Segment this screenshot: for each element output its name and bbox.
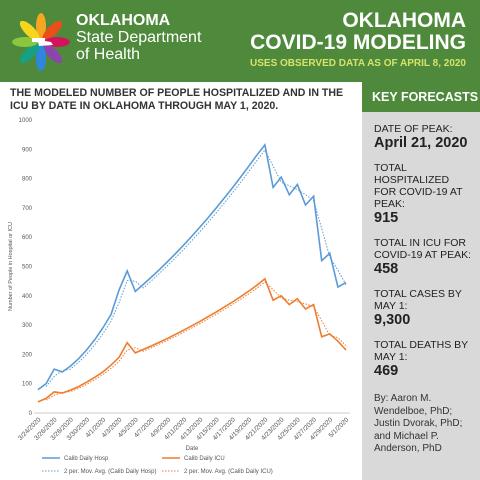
forecast-value: 469: [374, 363, 399, 379]
legend-label: Calib Daily ICU: [184, 456, 225, 462]
y-tick-label: 1000: [19, 118, 33, 124]
forecast-value: 458: [374, 261, 399, 277]
forecast-value: 9,300: [374, 312, 411, 328]
chart: 0 100 200 300 400 500 600 700 800 900 1000 Number o…: [8, 118, 351, 475]
forecast-label: TOTAL DEATHS BY MAY 1:: [374, 339, 468, 363]
title-line: OKLAHOMA: [342, 9, 466, 32]
forecast: TOTAL HOSPITALIZED FOR COVID-19 AT PEAK:…: [362, 162, 480, 226]
y-axis-label: Number of People in Hospital or ICU: [8, 222, 14, 311]
y-tick-label: 200: [22, 352, 33, 358]
series-line: [45, 149, 347, 387]
forecast-value: April 21, 2020: [374, 135, 468, 151]
legend-label: 2 per. Mov. Avg. (Calib Daily ICU): [184, 469, 273, 475]
y-tick-label: 700: [22, 206, 33, 212]
title-line: COVID-19 MODELING: [250, 31, 466, 54]
forecast-label: TOTAL CASES BY MAY 1:: [374, 288, 462, 312]
authors: By: Aaron M. Wendelboe, PhD; Justin Dvor…: [374, 393, 463, 454]
forecast-label: TOTAL IN ICU FOR COVID-19 AT PEAK:: [374, 237, 472, 261]
forecast-label: DATE OF PEAK:: [374, 123, 453, 135]
y-tick-label: 100: [22, 382, 33, 388]
forecast: DATE OF PEAK: April 21, 2020: [362, 123, 480, 151]
series-line: [37, 277, 347, 403]
logo: [12, 13, 70, 71]
y-tick-label: 900: [22, 147, 33, 153]
forecast-panel: KEY FORECASTS DATE OF PEAK: April 21, 202…: [362, 82, 480, 480]
panel-title: KEY FORECASTS: [362, 82, 480, 112]
legend-label: Calib Daily Hosp: [64, 456, 109, 462]
org-line: of Health: [76, 46, 141, 63]
header: OKLAHOMA State Department of Health OKLA…: [0, 0, 480, 82]
forecast-label: TOTAL HOSPITALIZED FOR COVID-19 AT PEAK:: [374, 162, 463, 210]
x-axis-label: Date: [186, 446, 199, 452]
org-line: State Department: [76, 29, 202, 46]
forecast: TOTAL IN ICU FOR COVID-19 AT PEAK: 458: [362, 237, 480, 277]
y-tick-label: 800: [22, 177, 33, 183]
y-tick-label: 500: [22, 265, 33, 271]
org-line: OKLAHOMA: [76, 12, 171, 29]
title: OKLAHOMA COVID-19 MODELING: [250, 10, 466, 54]
y-tick-label: 400: [22, 294, 33, 300]
forecast-value: 915: [374, 210, 399, 226]
y-tick-label: 0: [29, 411, 33, 417]
y-tick-label: 600: [22, 235, 33, 241]
series-line: [37, 143, 347, 391]
forecast: TOTAL DEATHS BY MAY 1: 469: [362, 339, 480, 379]
legend-label: 2 per. Mov. Avg. (Calib Daily Hosp): [64, 469, 156, 475]
y-tick-label: 300: [22, 323, 33, 329]
subtitle: USES OBSERVED DATA AS OF APRIL 8, 2020: [250, 58, 466, 69]
forecast: TOTAL CASES BY MAY 1: 9,300: [362, 288, 480, 328]
chart-title: THE MODELED NUMBER OF PEOPLE HOSPITALIZE…: [10, 87, 344, 112]
forecast-list: DATE OF PEAK: April 21, 2020 TOTAL HOSPITA…: [362, 123, 480, 379]
org-name: OKLAHOMA State Department of Health: [76, 12, 201, 63]
series-line: [45, 281, 347, 401]
